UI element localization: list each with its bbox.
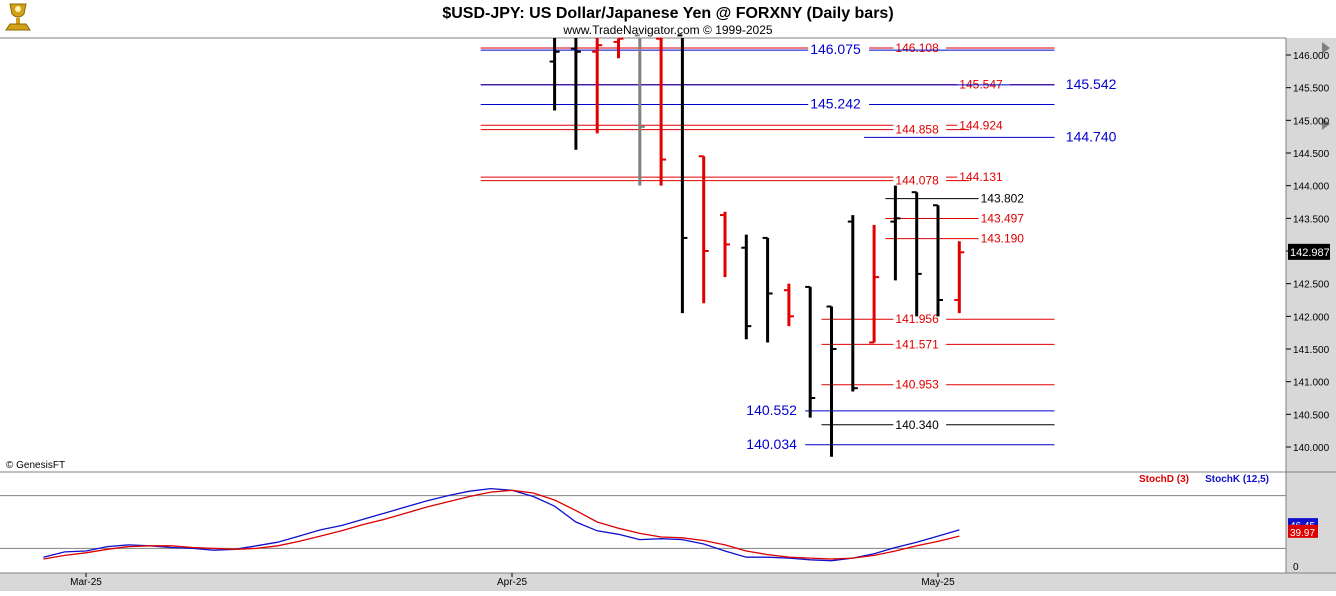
level-label-141.956: 141.956 [895, 312, 939, 326]
level-label-background [893, 40, 947, 55]
last-price-badge [1288, 243, 1330, 260]
level-label-background [957, 170, 1011, 185]
level-label-141.571: 141.571 [895, 337, 939, 351]
level-label-144.078: 144.078 [895, 174, 939, 188]
ohlc-bar [656, 37, 667, 186]
level-label-background [893, 122, 947, 137]
last-value-badges: 142.98746.4539.97 [1288, 243, 1330, 539]
stoch-tick-label: 0 [1293, 562, 1299, 573]
level-label-145.542: 145.542 [1066, 76, 1117, 92]
stoch-line-d [43, 489, 960, 560]
level-label-140.953: 140.953 [895, 378, 939, 392]
level-label-144.924: 144.924 [959, 118, 1003, 132]
ohlc-bar [762, 236, 773, 343]
date-tick-label-Mar-25: Mar-25 [70, 577, 102, 588]
price-tick-label: 146.000 [1293, 51, 1330, 62]
level-label-144.740: 144.740 [1066, 128, 1117, 144]
ohlc-bar [954, 241, 965, 314]
price-tick-label: 141.500 [1293, 345, 1330, 356]
copyright-label: © GenesisFT [6, 460, 65, 471]
date-tick-label-May-25: May-25 [921, 577, 955, 588]
level-label-background [893, 337, 947, 352]
level-label-background [1063, 129, 1125, 146]
stoch-d-badge [1288, 524, 1318, 538]
level-label-background [893, 312, 947, 327]
level-label-background [808, 96, 870, 113]
level-label-background [978, 231, 1032, 246]
level-label-background [744, 436, 806, 453]
stochastic-panel: 0 [0, 487, 1299, 573]
stoch-d-value: 39.97 [1290, 528, 1315, 539]
ohlc-bar [783, 283, 794, 327]
date-axis-labels: Mar-25 Apr-25 May-25 [70, 573, 955, 588]
price-tick-label: 141.000 [1293, 378, 1330, 389]
ohlc-bar [592, 38, 603, 134]
level-label-145.242: 145.242 [810, 96, 861, 112]
stoch-d-legend: StochD (3) [1139, 474, 1189, 485]
price-axis-ticks: 146.000 145.500 145.000 144.500 144.000 143.5… [1286, 51, 1330, 454]
golden-trophy-logo-icon [5, 3, 31, 31]
price-tick-label: 142.500 [1293, 280, 1330, 291]
level-label-background [893, 173, 947, 188]
ohlc-bar [570, 38, 581, 150]
ohlc-bar [869, 224, 880, 344]
level-label-140.340: 140.340 [895, 418, 939, 432]
chart-title: $USD-JPY: US Dollar/Japanese Yen @ FORXN… [442, 5, 893, 22]
level-label-144.858: 144.858 [895, 123, 939, 137]
level-label-146.108: 146.108 [895, 41, 939, 55]
ohlc-bar [613, 37, 624, 59]
price-tick-label: 144.500 [1293, 149, 1330, 160]
chart-subtitle: www.TradeNavigator.com © 1999-2025 [562, 23, 772, 37]
date-tick-label-Apr-25: Apr-25 [497, 577, 527, 588]
level-label-144.131: 144.131 [959, 170, 1003, 184]
ohlc-bar [890, 185, 901, 281]
ohlc-bar [741, 234, 752, 340]
ohlc-bar [933, 204, 943, 317]
ohlc-bar [826, 305, 837, 457]
stoch-k-legend: StochK (12,5) [1205, 474, 1269, 485]
ohlc-bar [698, 155, 709, 304]
date-axis-background [0, 573, 1336, 591]
level-label-background [1063, 76, 1125, 93]
price-tick-label: 143.500 [1293, 214, 1330, 225]
ohlc-bar [549, 38, 560, 111]
level-label-143.190: 143.190 [981, 232, 1025, 246]
level-label-background [978, 211, 1032, 226]
price-tick-label: 145.000 [1293, 116, 1330, 127]
ohlc-bar [847, 215, 858, 392]
ohlc-bar [911, 191, 922, 317]
level-label-background [957, 118, 1011, 133]
level-label-background [744, 402, 806, 419]
level-label-background [893, 377, 947, 392]
level-label-background [893, 417, 947, 432]
level-label-146.075: 146.075 [810, 41, 861, 57]
level-label-140.034: 140.034 [746, 436, 797, 452]
level-label-background [978, 191, 1032, 206]
price-tick-label: 142.000 [1293, 312, 1330, 323]
stoch-line-k [43, 487, 960, 562]
scroll-up-arrow-icon[interactable] [1322, 42, 1330, 54]
last-price-label: 142.987 [1290, 247, 1330, 259]
scroll-down-arrow-icon[interactable] [1322, 118, 1330, 130]
ohlc-bar [720, 211, 730, 278]
ohlc-bar [805, 285, 816, 418]
level-label-143.802: 143.802 [981, 192, 1025, 206]
price-tick-label: 145.500 [1293, 84, 1330, 95]
price-tick-label: 140.500 [1293, 410, 1330, 421]
price-tick-label: 144.000 [1293, 182, 1330, 193]
price-tick-label: 140.000 [1293, 443, 1330, 454]
price-axis-background [1286, 38, 1336, 591]
ohlc-bars [549, 34, 965, 457]
ohlc-bar [677, 34, 688, 314]
level-label-background [808, 42, 870, 59]
level-label-143.497: 143.497 [981, 212, 1025, 226]
level-label-140.552: 140.552 [746, 402, 797, 418]
ohlc-bar [634, 34, 645, 186]
